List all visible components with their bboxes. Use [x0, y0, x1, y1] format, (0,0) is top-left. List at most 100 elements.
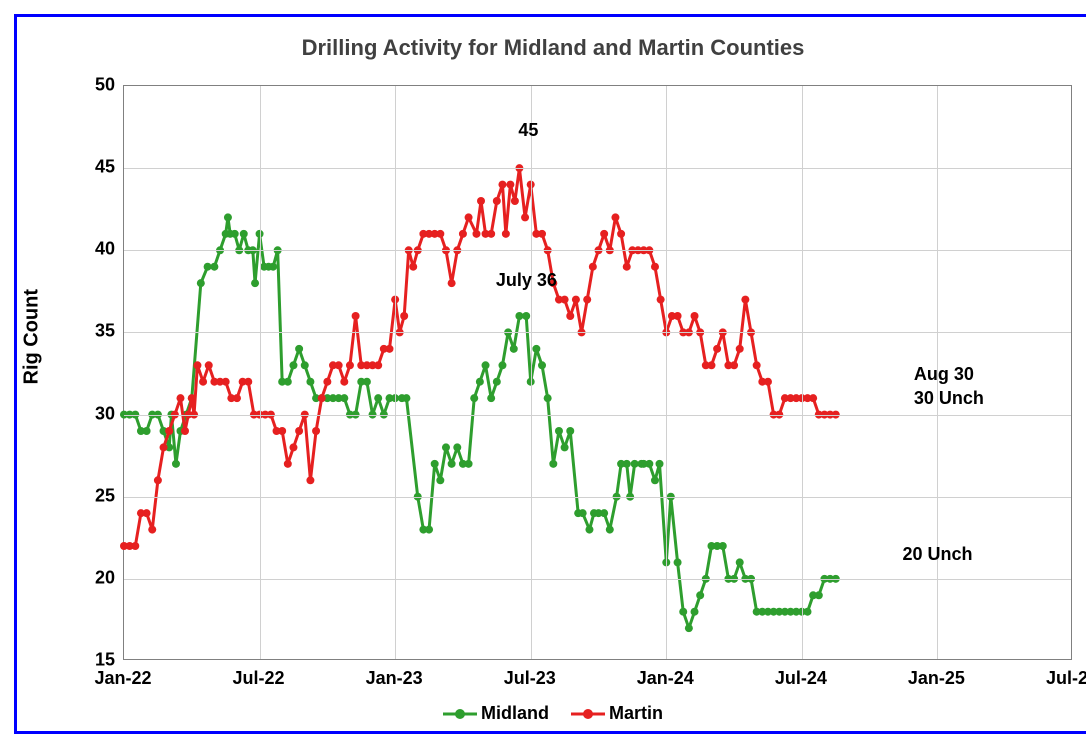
series-marker-midland [306, 378, 314, 386]
grid-line-vertical [802, 86, 803, 659]
series-marker-martin [477, 197, 485, 205]
series-marker-martin [346, 361, 354, 369]
series-marker-midland [363, 378, 371, 386]
series-marker-midland [691, 608, 699, 616]
series-marker-martin [205, 361, 213, 369]
series-marker-martin [436, 230, 444, 238]
x-tick-label: Jan-24 [637, 668, 694, 689]
series-line-martin [124, 168, 836, 546]
legend: Midland Martin [443, 703, 663, 724]
series-marker-martin [284, 460, 292, 468]
grid-line-horizontal [124, 579, 1071, 580]
series-marker-martin [730, 361, 738, 369]
series-marker-martin [222, 378, 230, 386]
series-marker-martin [713, 345, 721, 353]
y-tick-label: 30 [75, 403, 115, 424]
series-marker-martin [278, 427, 286, 435]
x-tick-label: Jan-22 [94, 668, 151, 689]
series-marker-martin [193, 361, 201, 369]
chart-annotation: July 36 [496, 270, 557, 291]
series-marker-martin [312, 427, 320, 435]
series-marker-midland [210, 263, 218, 271]
series-marker-midland [685, 624, 693, 632]
series-marker-midland [674, 558, 682, 566]
x-tick-label: Jul-22 [233, 668, 285, 689]
x-tick-label: Jul-25 [1046, 668, 1086, 689]
grid-line-vertical [260, 86, 261, 659]
series-marker-midland [600, 509, 608, 517]
series-marker-midland [431, 460, 439, 468]
series-marker-martin [165, 427, 173, 435]
grid-line-vertical [666, 86, 667, 659]
series-marker-martin [521, 213, 529, 221]
series-marker-midland [197, 279, 205, 287]
series-marker-martin [589, 263, 597, 271]
series-marker-martin [448, 279, 456, 287]
series-marker-martin [465, 213, 473, 221]
series-marker-martin [352, 312, 360, 320]
series-marker-martin [498, 181, 506, 189]
y-tick-label: 40 [75, 239, 115, 260]
series-marker-martin [691, 312, 699, 320]
series-marker-midland [465, 460, 473, 468]
series-marker-midland [679, 608, 687, 616]
series-marker-martin [657, 296, 665, 304]
series-marker-midland [172, 460, 180, 468]
series-marker-martin [148, 526, 156, 534]
y-tick-label: 50 [75, 75, 115, 96]
grid-line-vertical [395, 86, 396, 659]
series-marker-martin [409, 263, 417, 271]
series-marker-midland [561, 443, 569, 451]
series-marker-midland [453, 443, 461, 451]
legend-label: Midland [481, 703, 549, 724]
series-marker-midland [606, 526, 614, 534]
y-tick-label: 35 [75, 321, 115, 342]
series-marker-martin [143, 509, 151, 517]
series-marker-martin [561, 296, 569, 304]
series-marker-midland [231, 230, 239, 238]
series-marker-martin [233, 394, 241, 402]
series-marker-midland [498, 361, 506, 369]
series-marker-martin [600, 230, 608, 238]
series-marker-martin [623, 263, 631, 271]
series-marker-midland [143, 427, 151, 435]
series-marker-midland [566, 427, 574, 435]
grid-line-horizontal [124, 168, 1071, 169]
series-marker-martin [741, 296, 749, 304]
series-marker-midland [289, 361, 297, 369]
grid-line-horizontal [124, 415, 1071, 416]
series-marker-martin [400, 312, 408, 320]
grid-line-horizontal [124, 250, 1071, 251]
series-marker-martin [538, 230, 546, 238]
series-marker-midland [340, 394, 348, 402]
series-marker-martin [651, 263, 659, 271]
series-marker-midland [442, 443, 450, 451]
series-marker-midland [269, 263, 277, 271]
x-tick-label: Jul-23 [504, 668, 556, 689]
series-marker-martin [289, 443, 297, 451]
series-marker-martin [617, 230, 625, 238]
legend-swatch [443, 707, 477, 721]
series-marker-midland [224, 213, 232, 221]
series-marker-midland [736, 558, 744, 566]
series-marker-martin [385, 345, 393, 353]
series-marker-midland [645, 460, 653, 468]
series-marker-martin [566, 312, 574, 320]
series-marker-midland [284, 378, 292, 386]
series-marker-midland [374, 394, 382, 402]
y-tick-label: 25 [75, 485, 115, 506]
series-marker-midland [476, 378, 484, 386]
series-marker-martin [340, 378, 348, 386]
legend-item-martin: Martin [571, 703, 663, 724]
series-marker-midland [522, 312, 530, 320]
x-tick-label: Jul-24 [775, 668, 827, 689]
series-marker-midland [251, 279, 259, 287]
series-marker-midland [585, 526, 593, 534]
series-marker-midland [493, 378, 501, 386]
y-axis-title: Rig Count [21, 360, 44, 384]
series-marker-midland [448, 460, 456, 468]
series-marker-midland [436, 476, 444, 484]
y-tick-label: 20 [75, 567, 115, 588]
series-marker-midland [538, 361, 546, 369]
chart-title: Drilling Activity for Midland and Martin… [10, 35, 1086, 61]
